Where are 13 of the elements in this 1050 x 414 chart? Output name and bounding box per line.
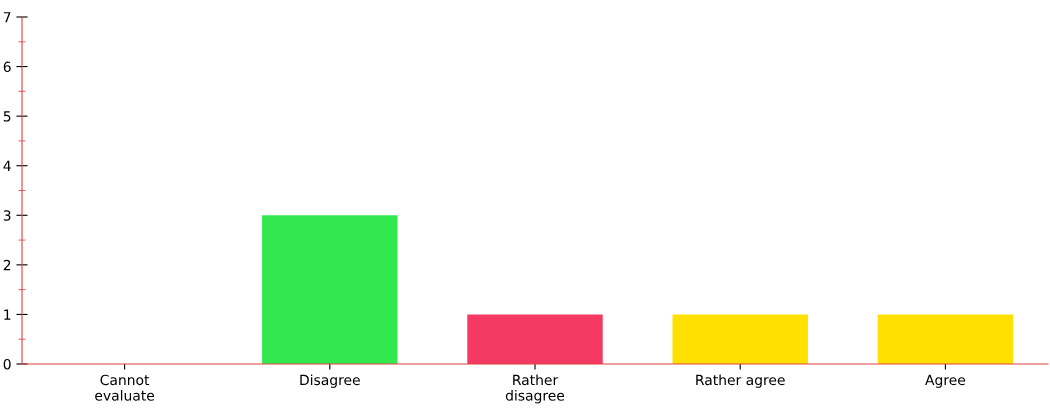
y-tick-label: 6 [3,61,11,73]
y-tick-label: 7 [3,12,11,23]
y-tick-label: 2 [3,259,11,271]
y-tick-label: 0 [3,358,11,370]
x-tick-label: Agree [925,374,966,388]
x-tick-label: Rather disagree [505,374,565,404]
y-tick-label: 4 [3,160,11,171]
x-tick-label: Disagree [300,374,360,388]
x-tick-label: Cannot evaluate [95,374,155,401]
x-tick-label: Rather agree [696,374,785,388]
y-tick-label: 5 [3,111,11,122]
y-tick-label: 3 [3,210,11,221]
y-tick-label: 1 [4,309,11,320]
